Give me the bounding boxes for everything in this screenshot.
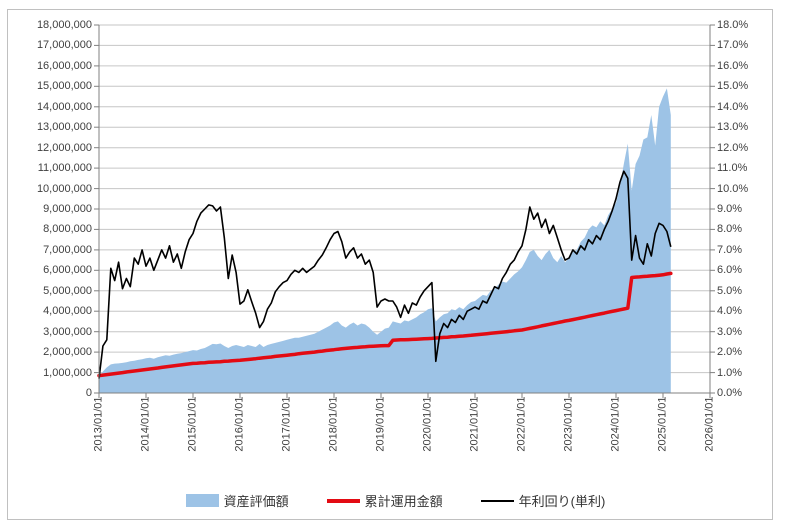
y-right-tick-label: 6.0% bbox=[717, 264, 743, 277]
y-right-tick-label: 14.0% bbox=[717, 100, 749, 113]
x-tick-label: 2020/01/01 bbox=[421, 396, 434, 452]
y-right-tick-label: 10.0% bbox=[717, 182, 749, 195]
yield-line bbox=[98, 170, 672, 379]
y-right-tick-label: 3.0% bbox=[717, 325, 743, 338]
legend: 資産評価額 累計運用金額 年利回り(単利) bbox=[0, 491, 791, 510]
y-right-tick-label: 1.0% bbox=[717, 366, 743, 379]
axes bbox=[94, 24, 715, 398]
y-left-tick-label: 14,000,000 bbox=[36, 100, 92, 113]
y-right-tick-label: 7.0% bbox=[717, 243, 743, 256]
y-right-tick-label: 0.0% bbox=[717, 387, 743, 399]
y-left-tick-label: 18,000,000 bbox=[36, 19, 92, 31]
y-left-tick-label: 13,000,000 bbox=[36, 121, 92, 134]
y-left-tick-label: 5,000,000 bbox=[43, 284, 92, 297]
y-left-tick-label: 1,000,000 bbox=[43, 366, 92, 379]
y-left-tick-label: 6,000,000 bbox=[43, 264, 92, 277]
y-left-tick-label: 4,000,000 bbox=[43, 305, 92, 318]
invested-line-swatch bbox=[326, 498, 360, 503]
y-left-tick-label: 9,000,000 bbox=[43, 203, 92, 215]
y-right-tick-label: 2.0% bbox=[717, 346, 743, 359]
legend-item-invested[interactable]: 累計運用金額 bbox=[326, 491, 443, 510]
x-tick-label: 2022/01/01 bbox=[515, 396, 528, 452]
y-left-tick-label: 2,000,000 bbox=[43, 346, 92, 359]
y-left-tick-label: 11,000,000 bbox=[37, 162, 92, 175]
x-tick-label: 2015/01/01 bbox=[186, 396, 199, 452]
yield-line-swatch bbox=[480, 499, 514, 502]
y-right-tick-label: 12.0% bbox=[717, 141, 749, 154]
x-tick-label: 2024/01/01 bbox=[609, 396, 622, 452]
y-right-tick-label: 16.0% bbox=[717, 59, 749, 72]
y-left-tick-label: 15,000,000 bbox=[36, 80, 92, 93]
x-tick-label: 2016/01/01 bbox=[233, 396, 246, 452]
y-left-tick-label: 12,000,000 bbox=[36, 141, 92, 154]
y-right-tick-label: 18.0% bbox=[717, 19, 749, 31]
x-tick-label: 2018/01/01 bbox=[327, 396, 340, 452]
x-tick-label: 2014/01/01 bbox=[139, 396, 152, 452]
x-tick-label: 2023/01/01 bbox=[562, 396, 575, 452]
y-right-tick-label: 5.0% bbox=[717, 284, 743, 297]
y-left-tick-label: 3,000,000 bbox=[43, 325, 92, 338]
y-left-tick-label: 0 bbox=[85, 387, 92, 399]
y-right-tick-label: 8.0% bbox=[717, 223, 743, 236]
x-tick-label: 2026/01/01 bbox=[703, 396, 716, 452]
legend-label-yield: 年利回り(単利) bbox=[518, 494, 606, 509]
y-right-tick-label: 11.0% bbox=[717, 162, 748, 175]
y-right-tick-label: 4.0% bbox=[717, 305, 743, 318]
y-left-tick-label: 8,000,000 bbox=[43, 223, 92, 236]
x-tick-label: 2025/01/01 bbox=[656, 396, 669, 452]
asset-area bbox=[99, 88, 671, 394]
asset-area-swatch bbox=[185, 494, 219, 507]
invested-line bbox=[97, 271, 673, 378]
legend-item-asset[interactable]: 資産評価額 bbox=[185, 491, 289, 510]
y-right-tick-label: 9.0% bbox=[717, 203, 743, 215]
y-left-tick-label: 10,000,000 bbox=[36, 182, 92, 195]
legend-label-asset: 資産評価額 bbox=[223, 494, 289, 509]
y-right-tick-label: 13.0% bbox=[717, 121, 749, 134]
y-left-tick-label: 7,000,000 bbox=[43, 243, 92, 256]
legend-label-invested: 累計運用金額 bbox=[364, 494, 443, 509]
y-right-tick-label: 15.0% bbox=[717, 80, 749, 93]
y-left-tick-label: 16,000,000 bbox=[36, 59, 92, 72]
x-tick-label: 2013/01/01 bbox=[92, 396, 105, 452]
y-left-tick-label: 17,000,000 bbox=[36, 39, 92, 52]
y-right-tick-label: 17.0% bbox=[717, 39, 749, 52]
x-tick-label: 2017/01/01 bbox=[280, 396, 293, 452]
legend-item-yield[interactable]: 年利回り(単利) bbox=[480, 491, 606, 510]
x-tick-label: 2021/01/01 bbox=[468, 396, 481, 452]
x-tick-label: 2019/01/01 bbox=[374, 396, 387, 452]
